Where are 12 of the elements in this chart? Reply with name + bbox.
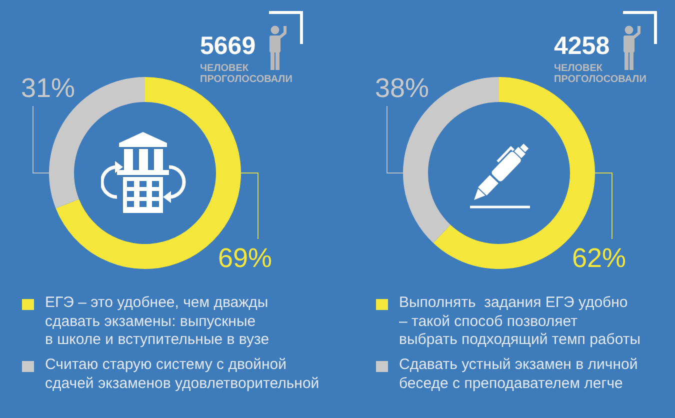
data-label: 62% <box>572 243 626 273</box>
text: ЧЕЛОВЕК ПРОГОЛОСОВАЛИ <box>554 63 648 85</box>
data-label: 38% <box>375 73 430 103</box>
text: ЧЕЛОВЕК ПРОГОЛОСОВАЛИ <box>200 63 294 85</box>
data-label: 69% <box>218 243 272 273</box>
legend-label: ЕГЭ – это удобнее, чем дважды сдавать экзамены: выпускные в школе и вступительные в вузе <box>45 294 270 350</box>
text: 5669 <box>200 32 256 60</box>
text: 4258 <box>554 32 610 60</box>
data-label: 31% <box>21 73 76 103</box>
legend-label: Сдавать устный экзамен в личной беседе с преподавателем легче <box>399 356 638 393</box>
legend-label: Считаю старую систему с двойной сдачей экзаменов удовлетворительной <box>45 356 320 393</box>
legend-label: Выполнять задания ЕГЭ удобно – такой способ позволяет выбрать подходящий темп работы <box>399 294 641 350</box>
